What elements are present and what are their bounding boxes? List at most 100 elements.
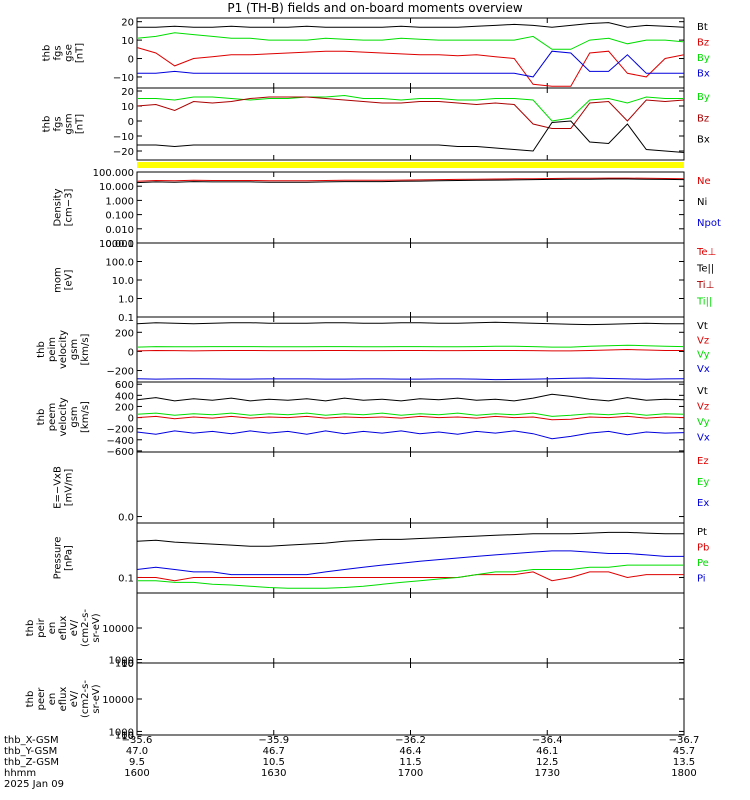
y-axis-label: peem [47, 403, 58, 431]
y-tick-label: 10000 [102, 624, 134, 635]
panel-frame [136, 242, 685, 318]
y-tick-label: 20 [121, 87, 134, 98]
footer-row-y: thb_Y-GSM 47.0 46.7 46.4 46.1 45.7 [4, 746, 744, 757]
y-axis-label: en [47, 693, 58, 706]
legend-Vy: Vy [697, 417, 710, 428]
series-line-Vx [136, 430, 685, 440]
series-line-By [137, 94, 684, 122]
y-axis-label: gsm [64, 113, 75, 134]
y-tick-label: 20 [121, 18, 134, 29]
y-axis-label: en [47, 622, 58, 635]
y-tick-label: 0.001 [105, 239, 134, 250]
y-axis-label: thb [36, 409, 47, 426]
footer-value: 47.0 [125, 746, 149, 757]
y-tick-label: 100.0 [105, 258, 134, 269]
footer-value: 11.5 [399, 757, 422, 768]
y-axis-label: velocity [58, 397, 69, 436]
footer-label: thb_Z-GSM [4, 757, 59, 768]
y-tick-label: 10.0 [112, 276, 134, 287]
y-tick-label: 1000 [109, 727, 134, 738]
y-axis-label: [mV/m] [64, 469, 75, 507]
series-line-Bx [137, 50, 684, 78]
series-line-Vt [136, 321, 684, 326]
y-axis-label: E=−VxB [53, 466, 64, 509]
y-tick-label: −400 [107, 436, 134, 447]
y-axis-label: gsm [69, 339, 80, 360]
legend-By: By [697, 92, 710, 103]
y-axis-label: peim [47, 337, 58, 362]
series-line-Pt [136, 531, 684, 547]
y-axis-label: peir [36, 617, 47, 637]
mode-bar [137, 162, 684, 168]
y-axis-label: thb [42, 45, 53, 62]
footer-value: −36.7 [668, 735, 700, 746]
footer-value: −36.2 [395, 735, 426, 746]
legend-Pe: Pe [697, 558, 709, 569]
y-axis-label: Density [53, 188, 64, 226]
legend-Ex: Ex [697, 498, 709, 509]
y-tick-label: −10 [113, 132, 134, 143]
footer-value: −35.9 [258, 735, 290, 746]
series-line-Vy [136, 344, 685, 348]
y-axis-label: [nPa] [64, 545, 75, 571]
y-axis-label: [nT] [75, 114, 86, 134]
y-tick-label: 1000 [109, 656, 134, 667]
y-axis-label: Pressure [53, 537, 64, 580]
series-line-Ni [136, 178, 685, 184]
y-axis-label: fgs [53, 116, 64, 131]
footer-value: 46.4 [399, 746, 422, 757]
y-axis-label: [cm−3] [64, 189, 75, 227]
footer-value: 46.1 [536, 746, 559, 757]
y-axis-label: [nT] [75, 43, 86, 63]
y-tick-label: 10 [121, 659, 134, 670]
y-axis-label: [km/s] [80, 401, 91, 433]
y-axis-label: peer [36, 687, 47, 711]
y-tick-label: 0.1 [118, 313, 134, 324]
footer-value: 1600 [124, 768, 150, 779]
y-tick-label: 0.010 [105, 225, 134, 236]
y-tick-label: 1.0 [118, 295, 134, 306]
y-tick-label: 100 [115, 731, 134, 742]
y-tick-label: −200 [107, 425, 134, 436]
y-axis-label: eflux [58, 687, 69, 712]
y-tick-label: 10000 [102, 695, 134, 706]
footer-value: 1730 [534, 768, 560, 779]
series-line-By [136, 32, 685, 50]
legend-Ti⊥: Ti⊥ [696, 280, 714, 291]
series-line-Bz [136, 47, 685, 87]
y-axis-label: sr-eV) [91, 684, 102, 713]
y-tick-label: 0 [128, 414, 134, 425]
legend-Vt: Vt [697, 386, 708, 397]
legend-Ti||: Ti|| [696, 297, 712, 308]
y-axis-label: thb [42, 116, 53, 133]
chart-title: P1 (TH-B) fields and on-board moments ov… [227, 1, 523, 15]
y-axis-label: thb [25, 691, 36, 708]
y-axis-label: eV/ [69, 690, 80, 707]
footer-value: 1800 [671, 768, 697, 779]
y-tick-label: 0 [128, 347, 134, 358]
series-line-Pe [137, 564, 684, 589]
y-tick-label: 1.000 [105, 196, 134, 207]
series-line-Vy [136, 412, 685, 417]
legend-Ey: Ey [697, 477, 709, 488]
legend-Vz: Vz [697, 402, 709, 413]
footer-value: 12.5 [536, 757, 559, 768]
y-tick-label: 1000.0 [99, 239, 134, 250]
legend-Vt: Vt [697, 321, 708, 332]
series-line-Bt [137, 22, 685, 28]
legend-Te||: Te|| [696, 264, 714, 275]
series-line-Vz [136, 415, 685, 421]
y-axis-label: mom [53, 267, 64, 293]
y-tick-label: 10.000 [99, 182, 134, 193]
y-axis-label: eflux [58, 616, 69, 641]
y-tick-label: 100.000 [93, 168, 134, 179]
panel-frame [136, 316, 685, 383]
y-axis-label: eV/ [69, 619, 80, 636]
footer-row-date: 2025 Jan 09 [4, 779, 744, 790]
footer-value: −36.4 [531, 735, 563, 746]
y-axis-label: thb [36, 341, 47, 358]
footer-value: 45.7 [672, 746, 696, 757]
legend-Ne: Ne [697, 176, 711, 187]
panel-frame [136, 592, 685, 664]
